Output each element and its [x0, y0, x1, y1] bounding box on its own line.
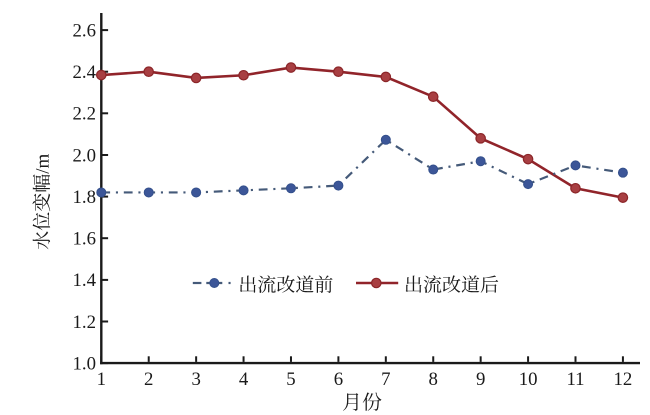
svg-text:1.8: 1.8: [73, 187, 96, 208]
svg-text:2.0: 2.0: [73, 145, 96, 166]
svg-text:12: 12: [614, 369, 633, 390]
svg-text:2.4: 2.4: [73, 62, 97, 83]
svg-text:2.6: 2.6: [73, 20, 96, 41]
svg-text:4: 4: [239, 369, 249, 390]
svg-text:1.6: 1.6: [73, 229, 96, 250]
svg-text:3: 3: [191, 369, 200, 390]
svg-text:8: 8: [429, 369, 438, 390]
svg-text:5: 5: [286, 369, 295, 390]
svg-text:1.2: 1.2: [73, 312, 96, 333]
svg-text:9: 9: [476, 369, 485, 390]
svg-text:1.0: 1.0: [73, 353, 96, 374]
svg-text:10: 10: [519, 369, 538, 390]
svg-text:2: 2: [144, 369, 153, 390]
svg-text:2.2: 2.2: [73, 104, 96, 125]
svg-text:1.4: 1.4: [73, 270, 97, 291]
svg-text:11: 11: [566, 369, 584, 390]
svg-text:7: 7: [381, 369, 390, 390]
svg-text:1: 1: [97, 369, 106, 390]
svg-text:6: 6: [334, 369, 343, 390]
